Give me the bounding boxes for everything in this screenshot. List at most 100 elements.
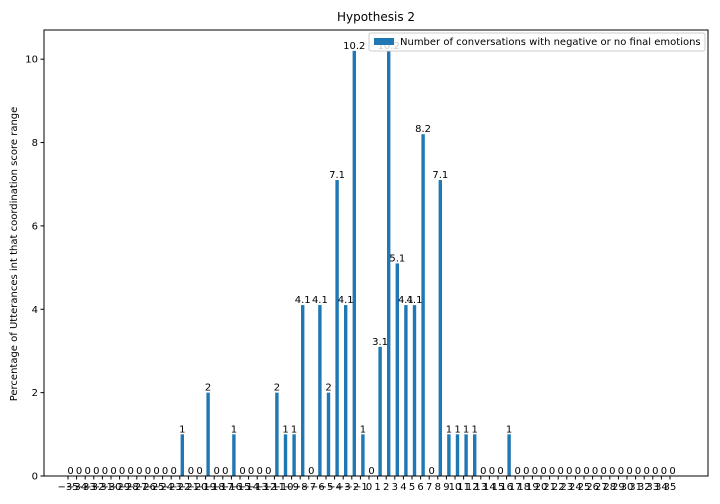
data-label--18: 0 (214, 466, 220, 477)
y-axis-label: Percentage of Utterances int that coordi… (9, 107, 20, 402)
data-label--11: 2 (274, 383, 280, 394)
x-tick-label-22: 22 (552, 482, 565, 493)
data-label-6: 8.2 (415, 124, 431, 135)
x-tick-label-0: 0 (366, 482, 372, 493)
data-label--23: 0 (171, 466, 177, 477)
data-label-30: 0 (626, 466, 632, 477)
data-label-8: 7.1 (432, 170, 448, 181)
bar--5 (326, 392, 331, 476)
x-tick-label--10: −10 (272, 482, 293, 493)
data-label-9: 1 (446, 424, 452, 435)
x-tick-label-24: 24 (569, 482, 582, 493)
data-label-12: 1 (472, 424, 478, 435)
x-tick-label-15: 15 (492, 482, 505, 493)
legend-swatch (374, 38, 394, 45)
y-tick-label-6: 6 (32, 221, 38, 232)
x-tick-label-4: 4 (400, 482, 406, 493)
data-label-23: 0 (566, 466, 572, 477)
data-label-4: 4.1 (398, 295, 414, 306)
data-label--34: 0 (76, 466, 82, 477)
bar--1 (361, 434, 365, 476)
data-label-35: 0 (669, 466, 675, 477)
x-tick-label--11: −11 (264, 482, 285, 493)
x-tick-label--13: −13 (247, 482, 268, 493)
bar-6 (421, 134, 425, 476)
x-tick-label-12: 12 (466, 482, 479, 493)
x-tick-label-16: 16 (500, 482, 513, 493)
bar--8 (301, 305, 305, 476)
data-label--17: 0 (222, 466, 228, 477)
data-label-5: 4.1 (407, 295, 423, 306)
data-label-20: 0 (540, 466, 546, 477)
data-label-17: 0 (515, 466, 521, 477)
y-tick-label-2: 2 (32, 388, 38, 399)
x-tick-label-9: 9 (443, 482, 449, 493)
data-label-18: 0 (523, 466, 529, 477)
x-tick-label--6: −6 (310, 482, 325, 493)
bar--6 (318, 305, 322, 476)
data-label--21: 0 (188, 466, 194, 477)
data-label--1: 1 (360, 424, 366, 435)
data-label-3: 5.1 (389, 253, 405, 264)
data-label--31: 0 (102, 466, 108, 477)
data-label--32: 0 (93, 466, 99, 477)
x-tick-label--7: −7 (301, 482, 316, 493)
x-tick-label--24: −24 (152, 482, 173, 493)
x-tick-label--8: −8 (293, 482, 308, 493)
x-tick-label--2: −2 (344, 482, 359, 493)
x-tick-label--16: −16 (221, 482, 242, 493)
x-tick-label-21: 21 (543, 482, 556, 493)
x-tick-label-27: 27 (595, 482, 608, 493)
data-label-33: 0 (652, 466, 658, 477)
data-label--13: 0 (257, 466, 263, 477)
data-label-7: 0 (429, 466, 435, 477)
x-tick-label--5: −5 (319, 482, 334, 493)
bar-2 (387, 50, 391, 476)
bars-group (180, 50, 511, 476)
bar--16 (232, 434, 236, 476)
data-label-15: 0 (497, 466, 503, 477)
x-tick-label--25: −25 (143, 482, 164, 493)
x-tick-label-23: 23 (560, 482, 573, 493)
bar-10 (455, 434, 460, 476)
x-tick-label-14: 14 (483, 482, 496, 493)
x-tick-label--34: −34 (66, 482, 87, 493)
y-tick-label-4: 4 (32, 305, 38, 316)
data-label-1: 3.1 (372, 337, 388, 348)
data-label--19: 2 (205, 383, 211, 394)
bar--11 (275, 392, 279, 476)
data-label-25: 0 (583, 466, 589, 477)
x-tick-label--9: −9 (284, 482, 299, 493)
data-label-27: 0 (601, 466, 607, 477)
data-label--24: 0 (162, 466, 168, 477)
data-label--5: 2 (325, 383, 331, 394)
plot-frame (43, 29, 709, 477)
x-tick-label--21: −21 (178, 482, 199, 493)
x-tick-label-32: 32 (638, 482, 651, 493)
legend: Number of conversations with negative or… (368, 32, 706, 52)
x-tick-label--3: −3 (336, 482, 351, 493)
data-label--10: 1 (282, 424, 288, 435)
data-label--4: 7.1 (329, 170, 345, 181)
x-tick-label-26: 26 (586, 482, 599, 493)
data-label-28: 0 (609, 466, 615, 477)
data-label--7: 0 (308, 466, 314, 477)
x-tick-label-8: 8 (435, 482, 441, 493)
x-tick-label--15: −15 (229, 482, 250, 493)
x-tick-label--29: −29 (109, 482, 130, 493)
data-label--33: 0 (85, 466, 91, 477)
y-tick-label-8: 8 (32, 138, 38, 149)
data-label-16: 1 (506, 424, 512, 435)
data-label-11: 1 (463, 424, 469, 435)
x-tick-label-7: 7 (426, 482, 432, 493)
x-tick-label-35: 35 (664, 482, 677, 493)
data-label--3: 4.1 (338, 295, 354, 306)
data-label--16: 1 (231, 424, 237, 435)
x-tick-label--35: −35 (57, 482, 78, 493)
data-label-0: 0 (368, 466, 374, 477)
x-tick-label-31: 31 (629, 482, 642, 493)
bar--9 (292, 434, 296, 476)
data-label-10: 1 (454, 424, 460, 435)
data-label--8: 4.1 (295, 295, 311, 306)
